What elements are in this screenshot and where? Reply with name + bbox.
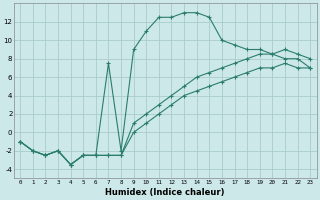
X-axis label: Humidex (Indice chaleur): Humidex (Indice chaleur) (106, 188, 225, 197)
